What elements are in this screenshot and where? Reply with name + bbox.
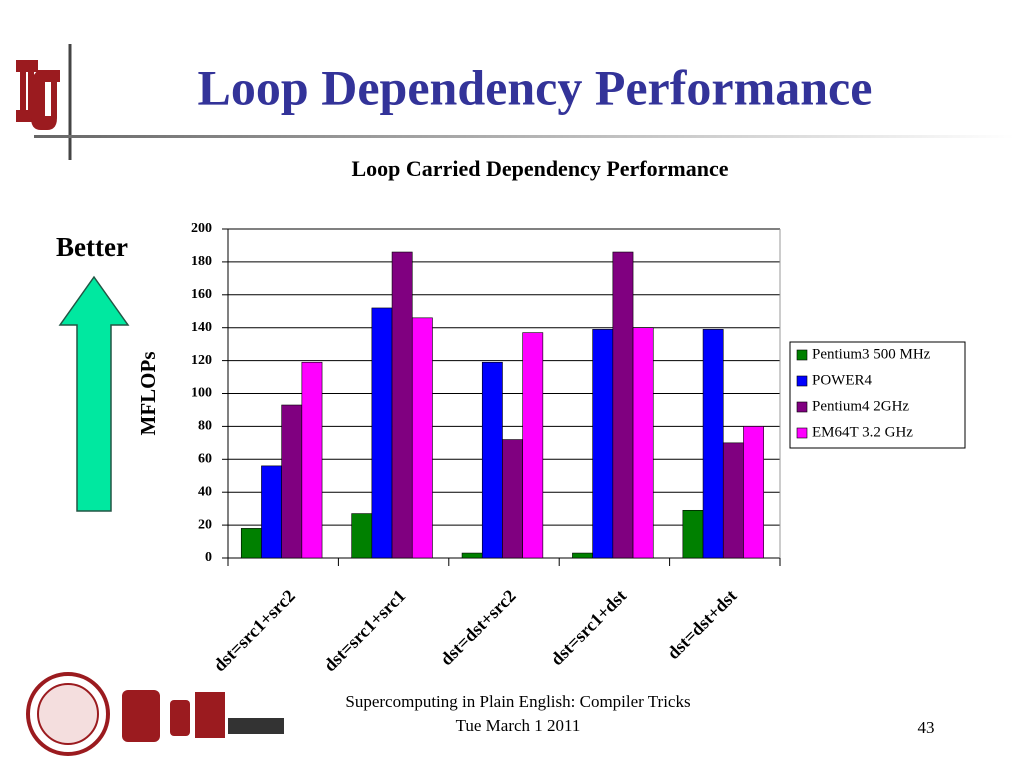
x-tick-label: dst=src1+src1	[320, 586, 410, 676]
slide-title: Loop Dependency Performance	[198, 59, 873, 115]
x-tick-label: dst=src1+dst	[547, 586, 631, 670]
y-tick-label: 20	[198, 517, 212, 532]
y-tick-label: 140	[191, 320, 212, 335]
legend-label: POWER4	[812, 372, 873, 388]
legend-swatch	[796, 427, 808, 439]
bar	[722, 442, 744, 559]
bottom-logos	[26, 672, 284, 756]
bar	[371, 307, 393, 559]
footer-line2: Tue March 1 2011	[456, 716, 581, 735]
bar	[301, 361, 323, 559]
x-tick-label: dst=dst+src2	[436, 586, 520, 670]
better-arrow	[58, 275, 130, 512]
legend-label: Pentium3 500 MHz	[812, 346, 931, 362]
y-tick-label: 160	[191, 287, 212, 302]
bar	[592, 329, 614, 559]
y-tick-label: 0	[205, 550, 212, 565]
legend-box	[789, 341, 966, 449]
footer-line1: Supercomputing in Plain English: Compile…	[345, 692, 690, 711]
y-tick-label: 80	[198, 419, 212, 434]
decor-hline	[34, 135, 1014, 138]
chart: Loop Carried Dependency Performance MFLOP…	[136, 156, 966, 676]
bar	[240, 528, 262, 559]
x-tick-label: dst=dst+dst	[663, 586, 740, 663]
y-tick-label: 100	[191, 386, 212, 401]
x-tick-label: dst=src1+src2	[209, 586, 299, 676]
bar	[351, 513, 373, 559]
bar	[522, 332, 544, 559]
y-tick-label: 180	[191, 254, 212, 269]
legend-label: Pentium4 2GHz	[812, 398, 909, 414]
legend-swatch	[796, 349, 808, 361]
bar	[702, 329, 724, 559]
bar	[502, 439, 523, 559]
better-label: Better	[56, 232, 128, 262]
bar	[281, 404, 303, 559]
legend-swatch	[796, 401, 808, 413]
bar	[391, 251, 413, 559]
y-tick-label: 40	[198, 484, 212, 499]
page-number: 43	[918, 718, 935, 737]
ou-logo	[16, 60, 60, 130]
bar	[411, 317, 433, 559]
bar	[461, 552, 483, 559]
y-axis-label: MFLOPs	[136, 352, 160, 436]
bar	[612, 251, 634, 559]
bar	[682, 509, 704, 559]
y-tick-label: 200	[191, 221, 212, 236]
bar	[572, 552, 593, 559]
legend-swatch	[796, 375, 808, 387]
bar	[261, 465, 282, 559]
y-tick-label: 120	[191, 353, 212, 368]
bar	[743, 426, 764, 559]
legend-label: EM64T 3.2 GHz	[812, 424, 913, 440]
bar	[632, 327, 654, 559]
chart-title: Loop Carried Dependency Performance	[352, 156, 729, 181]
bar	[481, 361, 503, 559]
y-tick-label: 60	[198, 452, 212, 467]
